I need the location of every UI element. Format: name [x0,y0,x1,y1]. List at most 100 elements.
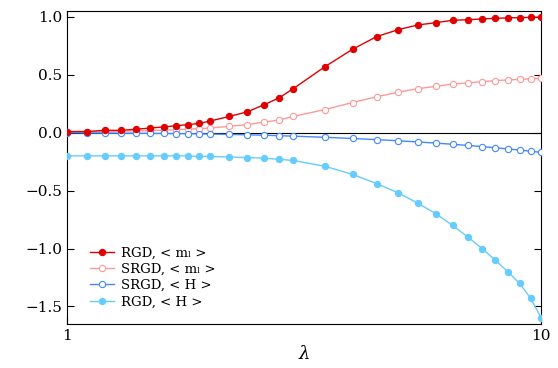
RGD, < mₗ > [83,129,90,134]
RGD, < mₗ > [161,125,167,129]
RGD, < H > [147,154,154,158]
SRGD, < H > [479,144,485,149]
SRGD, < H > [415,140,421,144]
SRGD, < mₗ > [161,128,167,132]
SRGD, < mₗ > [101,129,108,134]
RGD, < H > [415,201,421,206]
SRGD, < mₗ > [492,78,499,83]
SRGD, < H > [516,148,523,152]
SRGD, < mₗ > [432,84,439,89]
RGD, < mₗ > [133,127,140,131]
RGD, < mₗ > [261,103,267,107]
Legend: RGD, < mₗ >, SRGD, < mₗ >, SRGD, < H >, RGD, < H >: RGD, < mₗ >, SRGD, < mₗ >, SRGD, < H >, … [88,244,218,311]
SRGD, < H > [196,132,203,136]
SRGD, < H > [244,132,251,137]
RGD, < mₗ > [196,121,203,125]
RGD, < H > [173,154,180,158]
RGD, < H > [516,281,523,286]
RGD, < H > [185,154,191,158]
RGD, < mₗ > [64,129,70,134]
SRGD, < H > [83,131,90,135]
SRGD, < mₗ > [349,100,356,105]
RGD, < mₗ > [185,123,191,127]
RGD, < H > [64,154,70,158]
RGD, < mₗ > [290,86,297,91]
RGD, < H > [118,154,124,158]
Line: SRGD, < mₗ >: SRGD, < mₗ > [64,75,545,135]
SRGD, < H > [321,135,328,139]
RGD, < mₗ > [464,18,471,22]
RGD, < mₗ > [173,124,180,128]
RGD, < mₗ > [373,34,380,39]
SRGD, < mₗ > [173,127,180,132]
RGD, < H > [161,154,167,158]
RGD, < H > [464,235,471,239]
RGD, < H > [206,154,213,159]
SRGD, < mₗ > [276,118,282,122]
RGD, < mₗ > [449,18,456,22]
SRGD, < mₗ > [479,79,485,84]
SRGD, < mₗ > [321,107,328,112]
RGD, < H > [504,269,511,274]
RGD, < mₗ > [276,96,282,100]
RGD, < mₗ > [147,126,154,130]
RGD, < mₗ > [415,23,421,27]
SRGD, < mₗ > [464,81,471,85]
SRGD, < H > [276,134,282,138]
SRGD, < mₗ > [244,123,251,127]
RGD, < mₗ > [479,17,485,21]
SRGD, < H > [349,136,356,141]
SRGD, < H > [101,131,108,135]
SRGD, < mₗ > [133,129,140,133]
RGD, < mₗ > [349,47,356,52]
RGD, < H > [276,157,282,162]
SRGD, < H > [173,131,180,136]
RGD, < H > [133,154,140,158]
SRGD, < H > [147,131,154,135]
SRGD, < mₗ > [206,126,213,130]
RGD, < H > [349,172,356,177]
RGD, < mₗ > [118,128,124,132]
RGD, < mₗ > [206,119,213,123]
RGD, < H > [479,246,485,251]
RGD, < H > [449,223,456,227]
SRGD, < H > [395,139,402,143]
SRGD, < H > [373,137,380,142]
RGD, < H > [527,296,534,301]
SRGD, < mₗ > [504,78,511,82]
RGD, < mₗ > [432,20,439,25]
SRGD, < mₗ > [395,90,402,94]
RGD, < H > [83,154,90,158]
SRGD, < mₗ > [415,86,421,91]
SRGD, < H > [161,131,167,136]
RGD, < mₗ > [321,64,328,69]
SRGD, < H > [538,150,545,155]
SRGD, < H > [432,141,439,145]
SRGD, < mₗ > [196,127,203,131]
SRGD, < H > [133,131,140,135]
SRGD, < H > [226,132,233,137]
RGD, < mₗ > [395,27,402,32]
RGD, < mₗ > [101,128,108,132]
RGD, < mₗ > [492,16,499,21]
RGD, < mₗ > [516,15,523,20]
RGD, < H > [261,156,267,160]
RGD, < H > [290,158,297,163]
RGD, < H > [538,316,545,320]
RGD, < H > [395,191,402,195]
RGD, < mₗ > [527,15,534,20]
RGD, < H > [492,258,499,262]
SRGD, < H > [118,131,124,135]
X-axis label: λ: λ [299,346,310,364]
SRGD, < mₗ > [147,128,154,133]
SRGD, < mₗ > [449,82,456,86]
SRGD, < H > [261,133,267,137]
RGD, < H > [321,164,328,169]
SRGD, < H > [185,131,191,136]
RGD, < H > [244,155,251,160]
RGD, < mₗ > [244,110,251,114]
SRGD, < H > [464,143,471,148]
RGD, < H > [226,155,233,159]
SRGD, < H > [527,149,534,153]
SRGD, < H > [449,142,456,146]
